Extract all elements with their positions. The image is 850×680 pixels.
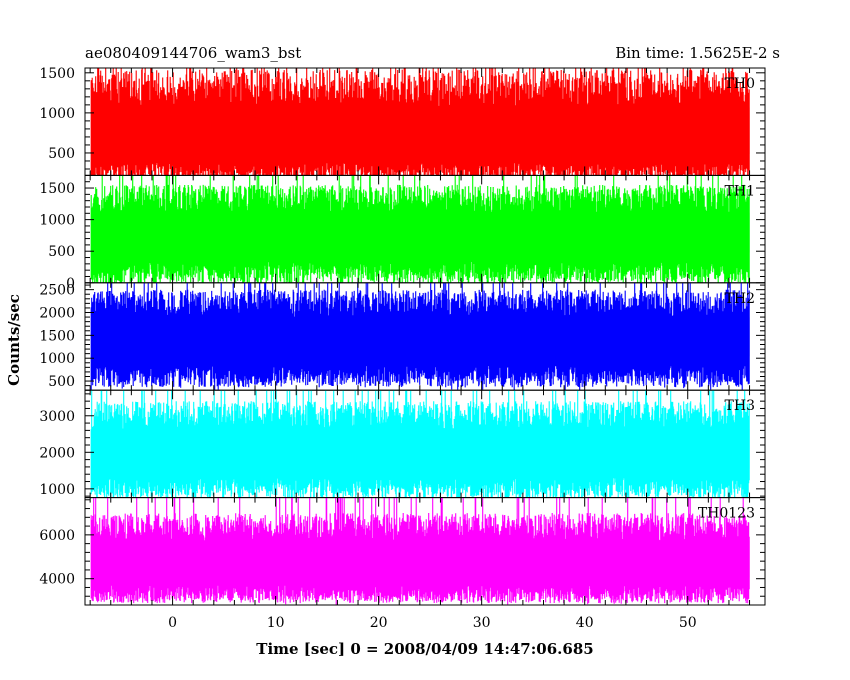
panel-th3: 1000 2000 3000 TH3 — [39, 389, 766, 499]
panel-label-th1: TH1 — [725, 183, 755, 199]
panel-th0: 500 1000 1500 TH0 — [39, 66, 766, 176]
y-tick-label: 500 — [48, 374, 75, 390]
y-tick-label: 3000 — [39, 409, 75, 425]
series-th0123-core — [91, 540, 750, 578]
x-tick-label: 10 — [267, 615, 285, 631]
y-tick-label: 0 — [66, 276, 75, 292]
y-tick-label: 1500 — [39, 66, 75, 82]
y-tick-label: 500 — [48, 146, 75, 162]
y-tick-label: 1500 — [39, 181, 75, 197]
x-tick-label: 40 — [576, 615, 594, 631]
y-tick-label: 1500 — [39, 328, 75, 344]
figure-left-title: ae080409144706_wam3_bst — [85, 44, 301, 62]
y-axis-label: Counts/sec — [5, 294, 23, 386]
panel-th0123: 4000 6000 TH0123 — [39, 497, 766, 606]
panel-label-th3: TH3 — [725, 398, 755, 414]
y-tick-label: 2000 — [39, 306, 75, 322]
series-th3-core — [91, 429, 750, 469]
y-tick-label: 1000 — [39, 482, 75, 498]
panel-frame — [84, 497, 766, 606]
series-th1-core — [91, 212, 750, 253]
panel-label-th0123: TH0123 — [698, 506, 755, 522]
y-tick-label: 1000 — [39, 213, 75, 229]
panel-label-th0: TH0 — [725, 76, 755, 92]
y-tick-label: 1000 — [39, 106, 75, 122]
y-tick-label: 2500 — [39, 283, 75, 299]
series-th2-core — [91, 317, 750, 357]
panel-label-th2: TH2 — [725, 291, 755, 307]
x-tick-label: 0 — [168, 615, 177, 631]
y-tick-label: 1000 — [39, 351, 75, 367]
x-tick-label: 20 — [370, 615, 388, 631]
x-tick-label: 30 — [473, 615, 491, 631]
y-tick-label: 2000 — [39, 445, 75, 461]
y-tick-label: 500 — [48, 244, 75, 260]
series-th0-core — [91, 107, 750, 155]
panel-th1: 0 500 1000 1500 TH1 — [39, 174, 766, 292]
figure-right-title: Bin time: 1.5625E-2 s — [615, 44, 780, 62]
x-tick-label: 50 — [679, 615, 697, 631]
panel-th2: 500 1000 1500 2000 2500 TH2 — [39, 282, 766, 391]
y-tick-label: 6000 — [39, 528, 75, 544]
y-tick-label: 4000 — [39, 572, 75, 588]
x-axis-label: Time [sec] 0 = 2008/04/09 14:47:06.685 — [256, 640, 593, 658]
